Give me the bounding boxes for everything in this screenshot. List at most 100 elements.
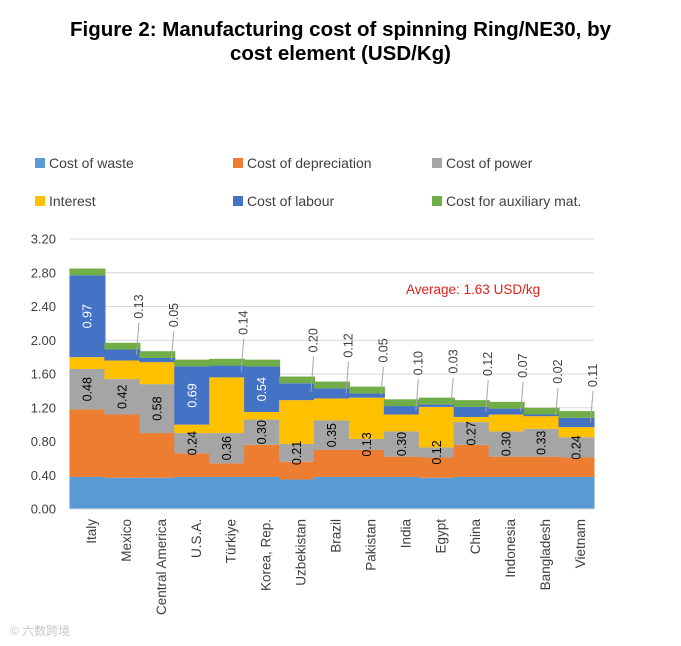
label-india-cost-of-power: 0.30 [395, 432, 409, 456]
x-tick-label-china: China [468, 519, 483, 555]
label-bangladesh-cost-of-power: 0.33 [535, 431, 549, 455]
bar-t-rkiye-cost-of-depreciation [209, 463, 246, 477]
bar-bangladesh-cost-of-waste [523, 476, 560, 509]
bar-bangladesh-cost-of-power [523, 428, 560, 457]
bar-india-cost-of-depreciation [383, 456, 420, 477]
callout-label-bangladesh: 0.02 [551, 359, 565, 383]
bar-china-interest [453, 417, 490, 423]
y-tick-label-1: 0.40 [31, 468, 56, 483]
y-tick-label-2: 0.80 [31, 434, 56, 449]
bar-pakistan-cost-of-waste [348, 476, 385, 509]
label-vietnam-cost-of-power: 0.24 [570, 435, 584, 459]
bar-bangladesh-cost-of-labour [523, 414, 560, 417]
bar-central-america-interest [139, 362, 176, 385]
bar-central-america-cost-of-waste [139, 477, 176, 509]
x-tick-label-italy: Italy [84, 519, 99, 544]
callout-label-mexico: 0.13 [132, 294, 146, 318]
legend-swatch-cost-of-depreciation [233, 158, 243, 168]
x-tick-label-egypt: Egypt [433, 519, 448, 554]
bar-korea-rep-cost-for-auxiliary-mat [244, 359, 281, 367]
bar-india-cost-of-power [383, 431, 420, 457]
bar-indonesia-cost-of-waste [488, 476, 525, 509]
bar-u-s-a-cost-of-power [174, 433, 211, 454]
callout-line-mexico [135, 322, 140, 356]
x-tick-label-central-america: Central America [154, 519, 169, 616]
legend-label-cost-of-labour: Cost of labour [247, 193, 334, 209]
bar-indonesia-cost-of-depreciation [488, 456, 525, 477]
bar-mexico-cost-of-labour [104, 349, 141, 361]
y-axis: 0.00 0.40 0.80 1.20 1.60 2.00 2.40 2.80 3.20 [31, 232, 56, 517]
bar-korea-rep-cost-of-labour [244, 366, 281, 412]
bar-bangladesh-interest [523, 416, 560, 429]
legend-label-cost-of-waste: Cost of waste [49, 155, 134, 171]
x-tick-label-india: India [398, 519, 413, 549]
bar-italy-cost-for-auxiliary-mat [69, 268, 106, 276]
bar-china-cost-of-power [453, 422, 490, 445]
bar-t-rkiye-cost-of-waste [209, 476, 246, 509]
label-korea-rep-cost-of-power: 0.30 [255, 420, 269, 444]
label-t-rkiye-cost-of-power: 0.36 [220, 436, 234, 460]
bar-italy-interest [69, 357, 106, 369]
callout-line-central-america [170, 331, 175, 361]
bar-brazil-cost-of-labour [314, 388, 350, 399]
label-italy-cost-of-labour: 0.97 [80, 304, 94, 328]
callout-label-uzbekistan: 0.20 [307, 328, 321, 352]
label-u-s-a-cost-of-power: 0.24 [185, 431, 199, 455]
bar-china-cost-of-waste [453, 476, 490, 509]
bar-india-cost-of-waste [383, 476, 420, 509]
chart-title: Figure 2: Manufacturing cost of spinning… [0, 18, 681, 66]
callout-line-indonesia [520, 381, 524, 412]
bar-brazil-cost-of-power [314, 420, 350, 450]
bar-brazil-cost-of-depreciation [314, 449, 350, 477]
bar-italy-cost-of-depreciation [69, 409, 106, 477]
bar-india-interest [383, 414, 420, 432]
y-tick-label-8: 3.20 [31, 232, 56, 247]
legend-swatch-interest [35, 196, 45, 206]
bar-india-cost-of-labour [383, 406, 420, 415]
bar-bangladesh-cost-of-depreciation [523, 456, 560, 477]
bar-indonesia-cost-for-auxiliary-mat [488, 401, 525, 409]
bar-u-s-a-cost-of-waste [174, 476, 211, 509]
bar-egypt-cost-for-auxiliary-mat [418, 397, 455, 405]
bar-bangladesh-cost-for-auxiliary-mat [523, 407, 560, 415]
bar-korea-rep-cost-of-power [244, 419, 281, 445]
legend-label-cost-of-power: Cost of power [446, 155, 533, 171]
label-central-america-cost-of-power: 0.58 [150, 396, 164, 420]
bar-mexico-cost-of-waste [104, 477, 141, 509]
y-tick-label-5: 2.00 [31, 333, 56, 348]
bar-china-cost-of-labour [453, 406, 490, 418]
y-tick-label-4: 1.60 [31, 367, 56, 382]
callout-label-indonesia: 0.07 [516, 353, 530, 377]
bar-brazil-interest [314, 398, 350, 421]
label-pakistan-cost-of-power: 0.13 [360, 432, 374, 456]
bar-china-cost-of-depreciation [453, 444, 490, 477]
bar-korea-rep-cost-of-depreciation [244, 444, 281, 477]
bar-egypt-cost-of-depreciation [418, 457, 455, 478]
x-tick-label-mexico: Mexico [119, 519, 134, 562]
bar-egypt-cost-of-power [418, 447, 455, 458]
callout-line-uzbekistan [310, 356, 315, 392]
x-tick-label-uzbekistan: Uzbekistan [294, 519, 309, 586]
legend-label-cost-of-depreciation: Cost of depreciation [247, 155, 372, 171]
bar-vietnam-cost-of-labour [558, 417, 595, 428]
watermark: © 六数跨境 [10, 624, 71, 638]
bar-pakistan-interest [348, 397, 385, 439]
callout-line-egypt [450, 377, 454, 406]
callout-label-egypt: 0.03 [446, 349, 460, 373]
bar-brazil-cost-of-waste [314, 476, 350, 509]
label-italy-cost-of-power: 0.48 [80, 377, 94, 401]
bar-pakistan-cost-of-labour [348, 393, 385, 398]
bar-pakistan-cost-for-auxiliary-mat [348, 386, 385, 394]
bar-central-america-cost-of-labour [139, 357, 176, 363]
callout-line-vietnam [590, 391, 594, 423]
bars [69, 268, 595, 509]
x-tick-label-t-rkiye: Türkiye [224, 519, 239, 563]
bar-uzbekistan-cost-of-labour [279, 383, 316, 401]
bar-indonesia-cost-of-labour [488, 408, 525, 415]
bar-italy-cost-of-waste [69, 476, 106, 509]
bar-vietnam-cost-of-power [558, 437, 595, 458]
callout-line-t-rkiye [240, 338, 245, 372]
bar-u-s-a-cost-for-auxiliary-mat [174, 359, 211, 367]
callout-label-vietnam: 0.11 [586, 364, 600, 387]
bar-uzbekistan-cost-of-waste [279, 479, 316, 509]
